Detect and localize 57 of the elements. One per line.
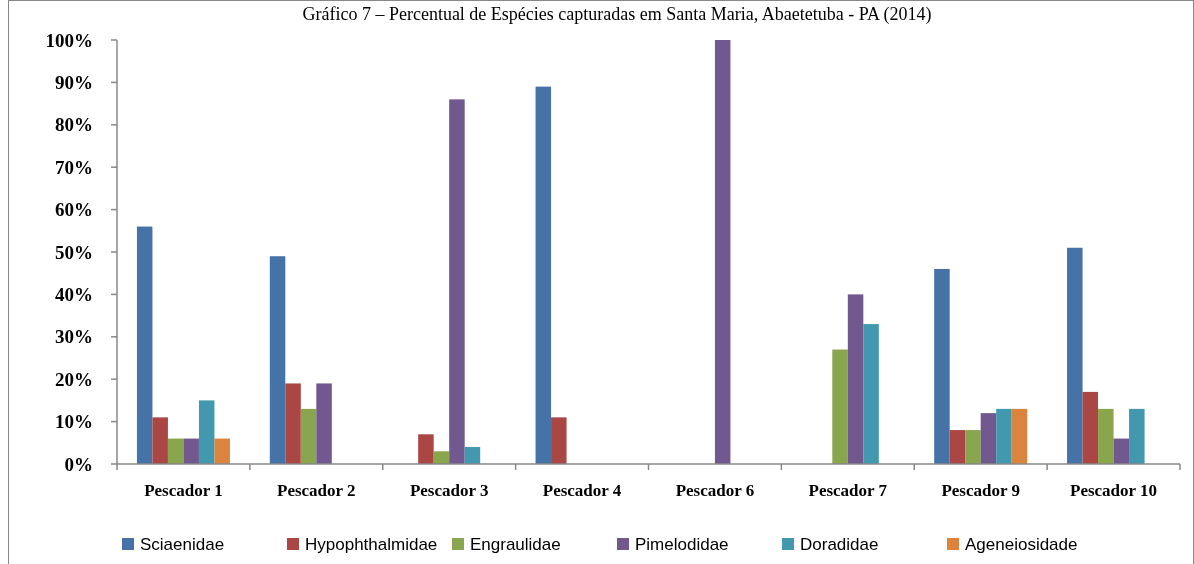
bar — [300, 408, 317, 464]
bar — [464, 447, 481, 464]
x-tick-label: Pescador 6 — [675, 481, 755, 500]
x-tick-label: Pescador 3 — [409, 481, 489, 500]
bar — [535, 86, 552, 464]
bar — [1011, 408, 1028, 464]
x-tick-label: Pescador 4 — [542, 481, 622, 500]
y-tick-label: 50% — [55, 241, 93, 263]
chart-title: Gráfico 7 – Percentual de Espécies capturadas em Santa Maria, Abaetetuba - PA (2014) — [302, 4, 932, 25]
bar — [198, 400, 215, 464]
legend-label: Ageneiosidade — [965, 534, 1078, 554]
y-tick-label: 40% — [55, 284, 93, 306]
bar — [1113, 438, 1130, 464]
bar — [965, 430, 981, 464]
bar — [832, 349, 848, 464]
bar — [167, 438, 184, 464]
bar — [285, 383, 301, 464]
y-tick-label: 20% — [55, 368, 93, 390]
bar — [551, 417, 567, 464]
bar — [863, 324, 879, 464]
bar — [152, 417, 168, 464]
y-tick-label: 100% — [45, 29, 93, 51]
legend-label: Pimelodidae — [635, 534, 729, 554]
y-tick-label: 0% — [64, 453, 93, 475]
y-tick-label: 10% — [55, 411, 93, 433]
bar — [449, 99, 465, 464]
bar — [996, 408, 1012, 464]
bar — [316, 383, 332, 464]
bar — [183, 438, 199, 464]
legend-label: Doradidae — [800, 534, 879, 554]
bar — [1082, 391, 1099, 464]
bar — [1067, 247, 1083, 464]
bar — [980, 413, 997, 464]
bar — [418, 434, 434, 464]
y-tick-label: 80% — [55, 114, 93, 136]
y-tick-label: 60% — [55, 199, 93, 221]
x-tick-label: Pescador 9 — [941, 481, 1020, 500]
legend-label: Sciaenidae — [140, 534, 225, 554]
bar — [136, 226, 153, 464]
y-tick-label: 30% — [55, 326, 93, 348]
bar — [1098, 408, 1114, 464]
x-tick-label: Pescador 2 — [277, 481, 356, 500]
bar — [214, 438, 230, 464]
bar — [847, 294, 864, 464]
legend-label: Engraulidae — [470, 534, 561, 554]
bar — [934, 268, 950, 464]
x-tick-label: Pescador 1 — [144, 481, 223, 500]
bar — [269, 256, 286, 464]
bar — [714, 40, 731, 464]
y-tick-label: 70% — [55, 156, 93, 178]
bar — [433, 451, 450, 464]
y-tick-label: 90% — [55, 72, 93, 94]
x-tick-label: Pescador 7 — [808, 481, 888, 500]
bar — [949, 430, 966, 464]
bar — [1129, 408, 1145, 464]
x-tick-label: Pescador 10 — [1070, 481, 1158, 500]
legend-label: Hypophthalmidae — [305, 534, 438, 554]
